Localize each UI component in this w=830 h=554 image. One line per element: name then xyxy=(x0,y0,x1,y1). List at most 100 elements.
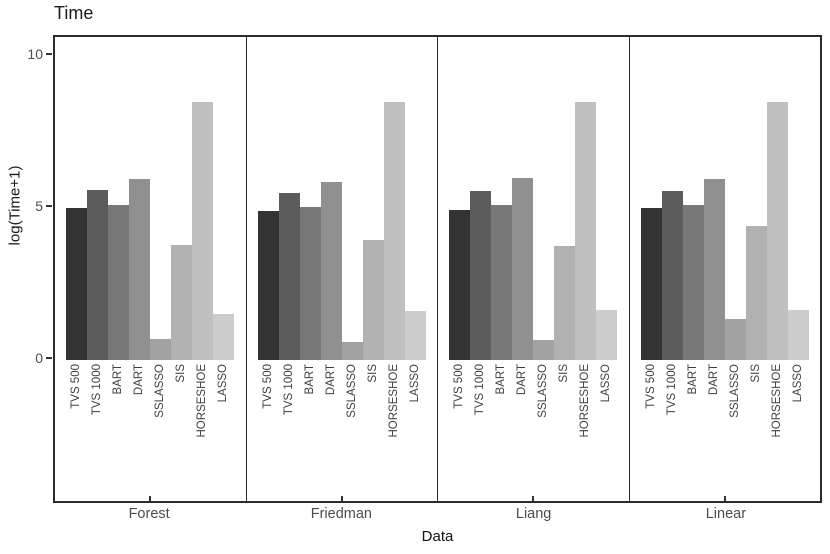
bar-liang-tvs-1000 xyxy=(470,191,492,360)
category-label-cell: TVS 1000 xyxy=(279,364,300,438)
category-label-sis: SIS xyxy=(749,364,762,383)
category-labels-row: TVS 500 TVS 1000 BART DART SSLASSO SIS HORSESH… xyxy=(55,364,246,438)
y-tick-mark xyxy=(46,205,52,207)
category-label-sslasso: SSLASSO xyxy=(728,364,741,418)
category-label-cell: BART xyxy=(491,364,512,438)
facet-panel-linear: TVS 500 TVS 1000 BART DART SSLASSO SIS HORSESH… xyxy=(630,37,821,501)
category-label-cell: HORSESHOE xyxy=(767,364,788,438)
bar-linear-sslasso xyxy=(724,319,746,360)
category-label-cell: LASSO xyxy=(405,364,426,438)
bar-friedman-horseshoe xyxy=(383,101,405,360)
category-label-tvs-1000: TVS 1000 xyxy=(474,364,487,416)
category-label-sslasso: SSLASSO xyxy=(537,364,550,418)
category-label-sslasso: SSLASSO xyxy=(345,364,358,418)
category-label-cell: SSLASSO xyxy=(150,364,171,438)
x-axis-title: Data xyxy=(421,528,454,545)
category-label-cell: SSLASSO xyxy=(342,364,363,438)
facet-panel-liang: TVS 500 TVS 1000 BART DART SSLASSO SIS HORSESH… xyxy=(438,37,630,501)
bar-forest-bart xyxy=(108,205,130,360)
facet-label-forest: Forest xyxy=(128,506,170,522)
category-label-lasso: LASSO xyxy=(217,364,230,403)
category-label-tvs-1000: TVS 1000 xyxy=(91,364,104,416)
category-label-cell: DART xyxy=(704,364,725,438)
bar-liang-lasso xyxy=(596,309,618,360)
category-label-cell: DART xyxy=(321,364,342,438)
y-tick-label-0: 0 xyxy=(35,350,43,366)
category-label-sis: SIS xyxy=(558,364,571,383)
category-label-cell: BART xyxy=(300,364,321,438)
category-label-cell: HORSESHOE xyxy=(192,364,213,438)
bar-forest-lasso xyxy=(213,314,235,360)
category-label-cell: SIS xyxy=(363,364,384,438)
category-label-cell: TVS 500 xyxy=(641,364,662,438)
category-label-cell: LASSO xyxy=(213,364,234,438)
category-label-cell: LASSO xyxy=(788,364,809,438)
bar-linear-lasso xyxy=(787,309,809,360)
category-label-horseshoe: HORSESHOE xyxy=(579,364,592,438)
bar-liang-sslasso xyxy=(533,340,555,360)
bar-linear-bart xyxy=(682,205,704,360)
y-tick-label-10: 10 xyxy=(27,46,43,62)
bar-forest-horseshoe xyxy=(192,101,214,360)
category-label-sslasso: SSLASSO xyxy=(154,364,167,418)
category-label-sis: SIS xyxy=(366,364,379,383)
bar-friedman-tvs-1000 xyxy=(278,192,300,360)
category-label-cell: SSLASSO xyxy=(533,364,554,438)
bars-row xyxy=(247,37,438,360)
category-label-bart: BART xyxy=(303,364,316,395)
bar-forest-tvs-1000 xyxy=(87,189,109,360)
category-label-tvs-500: TVS 500 xyxy=(261,364,274,409)
category-label-tvs-500: TVS 500 xyxy=(70,364,83,409)
category-labels-row: TVS 500 TVS 1000 BART DART SSLASSO SIS HORSESH… xyxy=(630,364,821,438)
plot-area: TVS 500 TVS 1000 BART DART SSLASSO SIS HORSESH… xyxy=(53,35,822,503)
bars-row xyxy=(438,37,629,360)
facet-label-linear: Linear xyxy=(705,506,747,522)
category-label-cell: TVS 1000 xyxy=(87,364,108,438)
bar-forest-dart xyxy=(129,179,151,360)
facet-labels-row: Forest Friedman Liang Linear xyxy=(53,506,822,522)
category-label-cell: BART xyxy=(108,364,129,438)
category-label-cell: SSLASSO xyxy=(725,364,746,438)
bar-linear-dart xyxy=(703,179,725,360)
category-label-horseshoe: HORSESHOE xyxy=(196,364,209,438)
chart-title: Time xyxy=(54,3,94,23)
category-label-dart: DART xyxy=(707,364,720,396)
category-label-bart: BART xyxy=(686,364,699,395)
category-label-cell: TVS 1000 xyxy=(470,364,491,438)
category-label-cell: TVS 1000 xyxy=(662,364,683,438)
y-tick-label-5: 5 xyxy=(35,198,43,214)
category-label-cell: DART xyxy=(512,364,533,438)
facet-axis-tick xyxy=(340,496,343,501)
category-label-cell: TVS 500 xyxy=(258,364,279,438)
category-labels-row: TVS 500 TVS 1000 BART DART SSLASSO SIS HORSESH… xyxy=(247,364,438,438)
facet-label-friedman: Friedman xyxy=(310,506,372,522)
y-tick-mark xyxy=(46,357,52,359)
bar-linear-tvs-500 xyxy=(640,208,662,360)
category-label-cell: SIS xyxy=(746,364,767,438)
bar-friedman-sslasso xyxy=(341,341,363,360)
bar-forest-tvs-500 xyxy=(66,208,88,360)
category-label-bart: BART xyxy=(112,364,125,395)
bar-liang-bart xyxy=(491,205,513,360)
category-label-cell: HORSESHOE xyxy=(384,364,405,438)
category-label-tvs-1000: TVS 1000 xyxy=(282,364,295,416)
category-label-cell: DART xyxy=(129,364,150,438)
facet-label-liang: Liang xyxy=(515,506,552,522)
bar-friedman-lasso xyxy=(404,311,426,360)
category-label-cell: TVS 500 xyxy=(66,364,87,438)
facet-panel-forest: TVS 500 TVS 1000 BART DART SSLASSO SIS HORSESH… xyxy=(55,37,247,501)
facet-axis-tick xyxy=(723,496,726,501)
bar-forest-sis xyxy=(171,244,193,360)
bar-liang-horseshoe xyxy=(575,101,597,360)
bar-friedman-bart xyxy=(299,206,321,360)
bar-friedman-dart xyxy=(320,182,342,360)
facet-axis-tick xyxy=(532,496,535,501)
category-label-cell: HORSESHOE xyxy=(575,364,596,438)
category-label-tvs-1000: TVS 1000 xyxy=(665,364,678,416)
category-label-tvs-500: TVS 500 xyxy=(644,364,657,409)
bar-liang-sis xyxy=(554,246,576,360)
category-labels-row: TVS 500 TVS 1000 BART DART SSLASSO SIS HORSESH… xyxy=(438,364,629,438)
category-label-cell: TVS 500 xyxy=(449,364,470,438)
category-label-dart: DART xyxy=(324,364,337,396)
bar-liang-dart xyxy=(512,177,534,360)
